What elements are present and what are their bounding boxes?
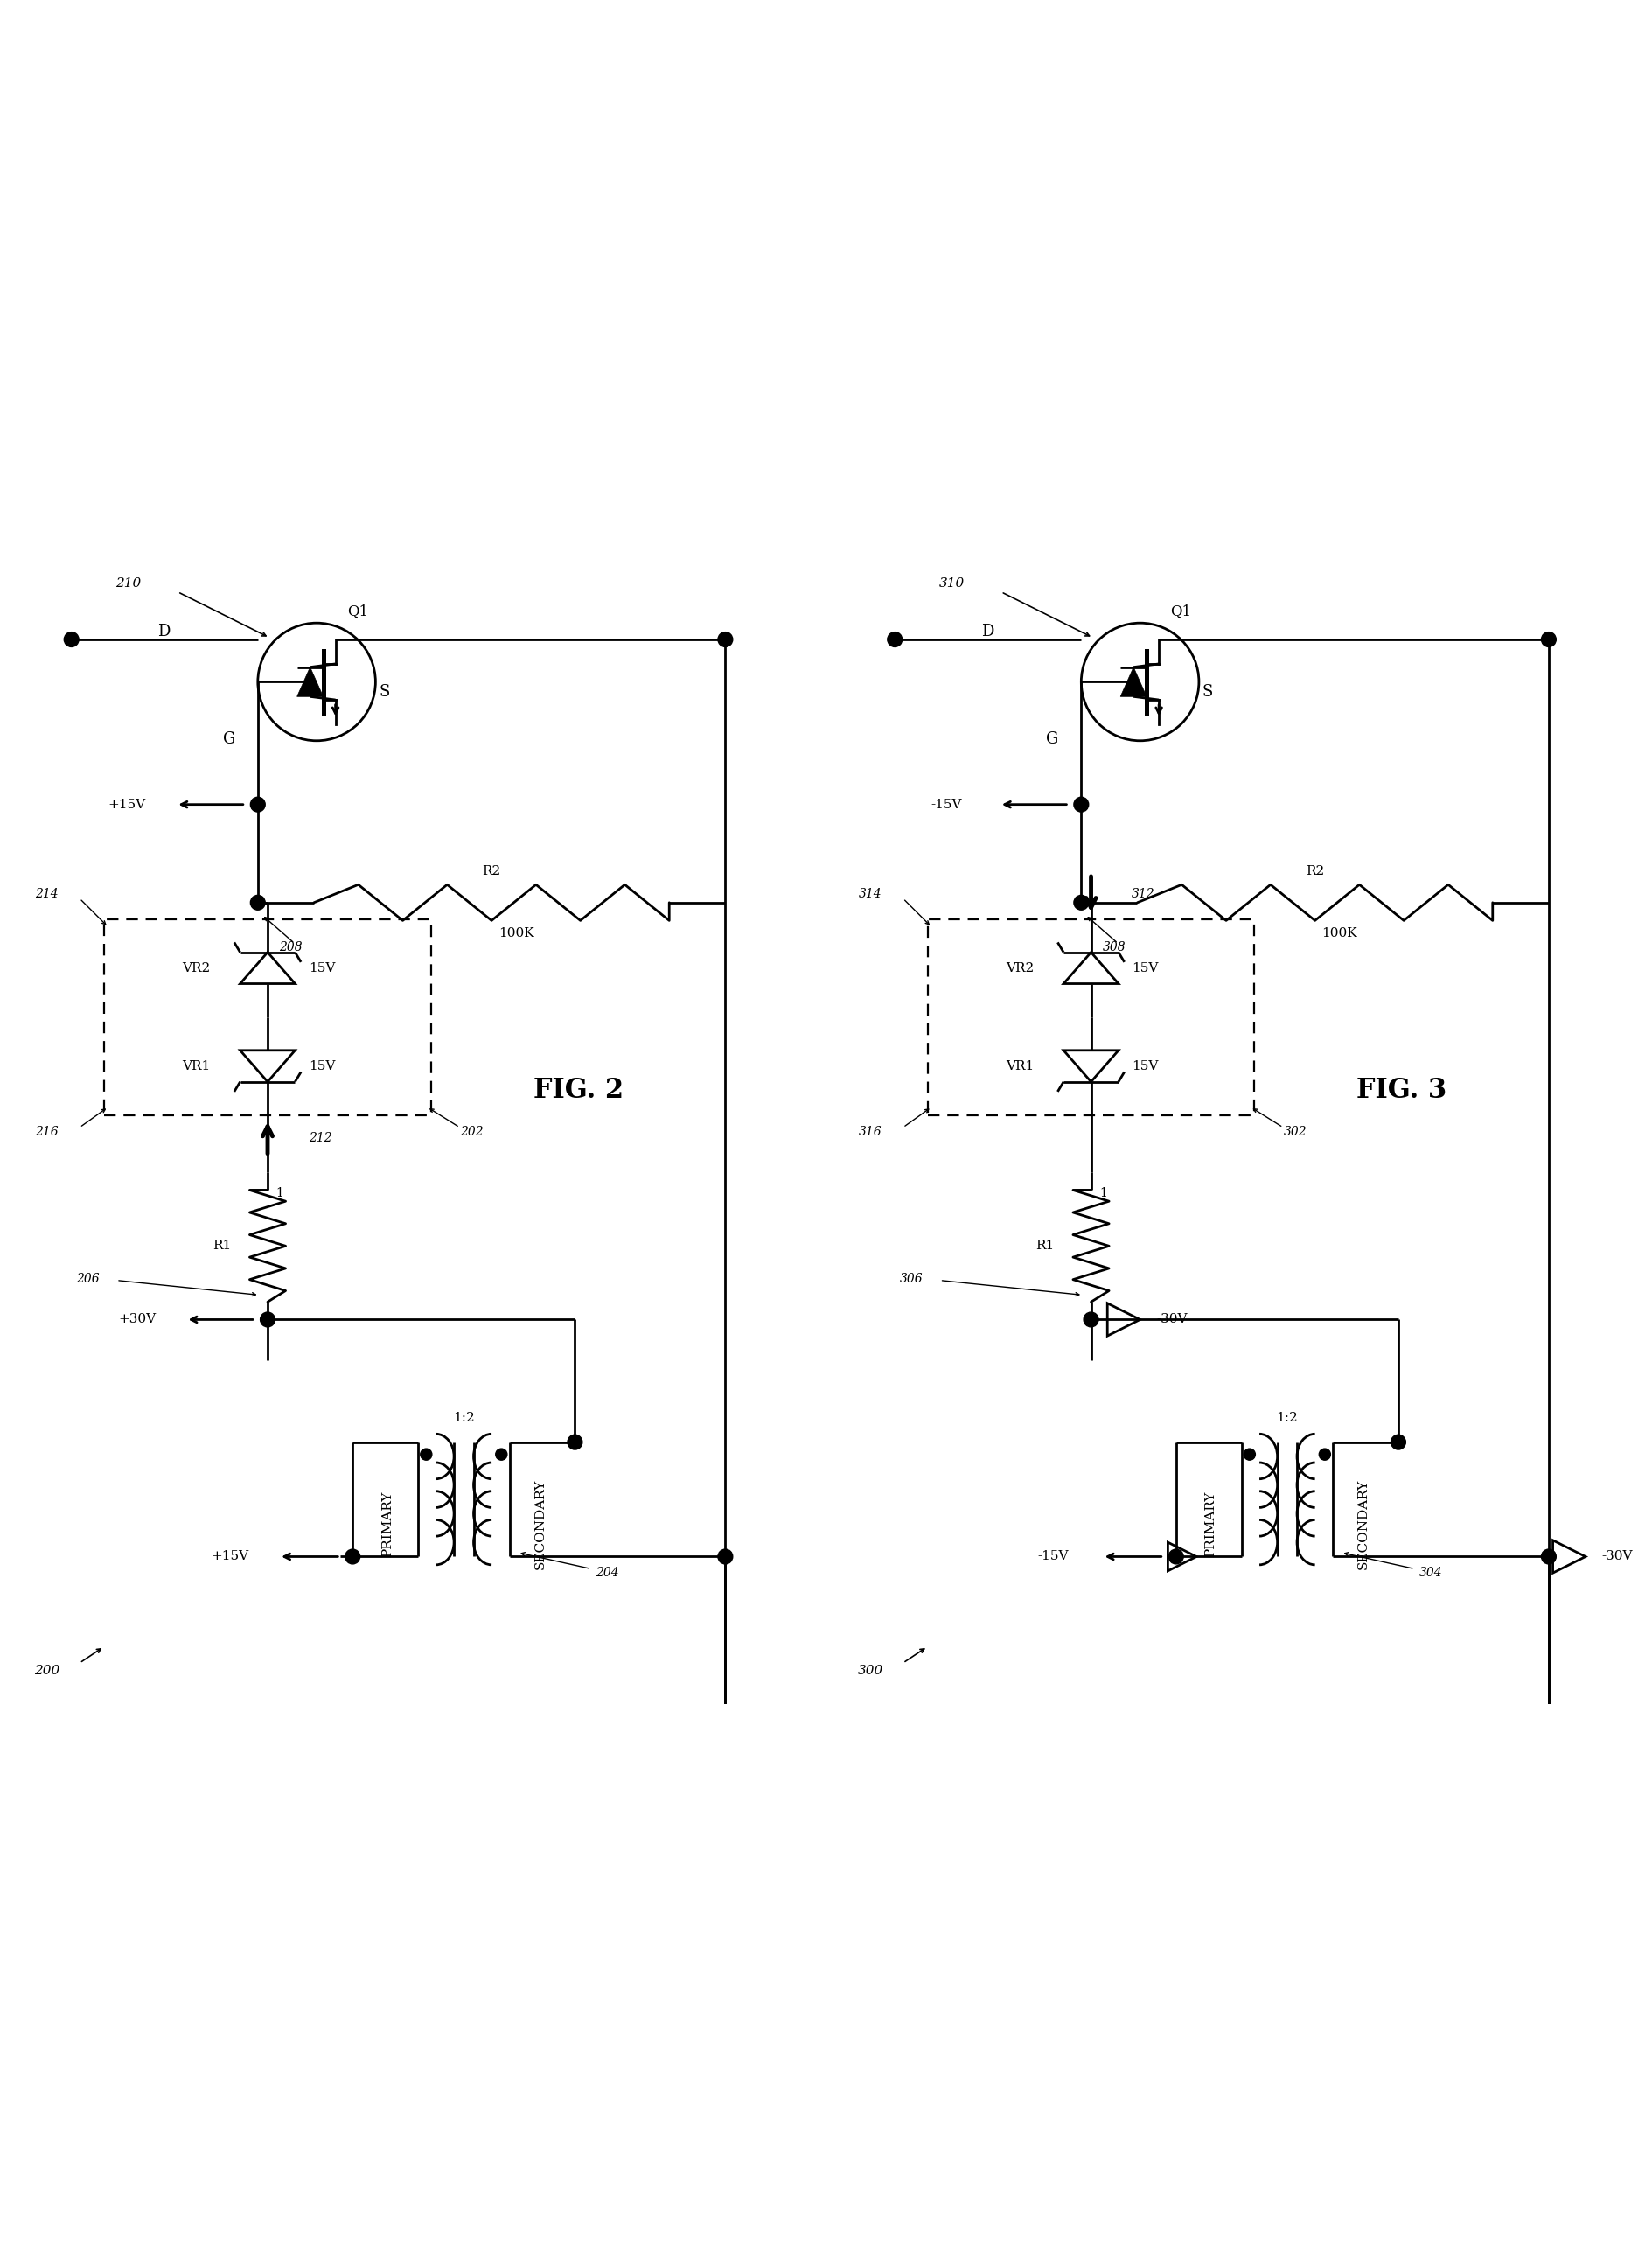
Circle shape	[1318, 1448, 1330, 1460]
Circle shape	[251, 797, 264, 812]
Circle shape	[420, 1448, 431, 1460]
Circle shape	[1391, 1435, 1404, 1451]
Circle shape	[567, 1435, 582, 1451]
Text: PRIMARY: PRIMARY	[1204, 1491, 1216, 1557]
Circle shape	[259, 1313, 274, 1326]
Text: PRIMARY: PRIMARY	[382, 1491, 393, 1557]
Text: D: D	[980, 622, 993, 638]
Text: 314: 314	[859, 889, 882, 901]
Text: SECONDARY: SECONDARY	[534, 1478, 547, 1568]
Circle shape	[717, 631, 732, 647]
Text: 208: 208	[279, 941, 302, 953]
Text: 300: 300	[857, 1666, 882, 1677]
Text: 304: 304	[1419, 1566, 1442, 1580]
Text: FIG. 3: FIG. 3	[1356, 1077, 1446, 1104]
Text: R2: R2	[482, 864, 501, 878]
Text: 210: 210	[116, 577, 142, 591]
Text: 312: 312	[1132, 889, 1155, 901]
Text: 1: 1	[276, 1186, 284, 1199]
Text: 206: 206	[76, 1272, 99, 1285]
Text: Q1: Q1	[1170, 604, 1191, 618]
Text: 306: 306	[899, 1272, 922, 1285]
Polygon shape	[1120, 668, 1146, 697]
Text: 214: 214	[35, 889, 58, 901]
Text: 1: 1	[1099, 1186, 1107, 1199]
Text: -15V: -15V	[930, 799, 961, 810]
Text: 202: 202	[459, 1125, 484, 1138]
Text: D: D	[157, 622, 170, 638]
Text: G: G	[223, 731, 235, 747]
Circle shape	[1074, 896, 1089, 910]
Circle shape	[717, 1550, 732, 1564]
Text: +15V: +15V	[211, 1550, 249, 1564]
Text: 310: 310	[938, 577, 965, 591]
Text: S: S	[1203, 683, 1213, 699]
Circle shape	[1244, 1448, 1254, 1460]
Text: S: S	[378, 683, 390, 699]
Text: SECONDARY: SECONDARY	[1356, 1478, 1370, 1568]
Text: 15V: 15V	[1132, 962, 1158, 973]
Text: 308: 308	[1102, 941, 1125, 953]
Text: -30V: -30V	[1156, 1313, 1186, 1326]
Text: VR1: VR1	[1004, 1059, 1032, 1073]
Text: R1: R1	[211, 1240, 231, 1251]
Text: 1:2: 1:2	[1275, 1412, 1297, 1423]
Text: +30V: +30V	[117, 1313, 155, 1326]
Circle shape	[251, 896, 264, 910]
Text: 100K: 100K	[497, 928, 534, 939]
Circle shape	[1541, 1550, 1555, 1564]
Text: 316: 316	[859, 1125, 882, 1138]
Text: 15V: 15V	[1132, 1059, 1158, 1073]
Circle shape	[887, 631, 902, 647]
Text: 204: 204	[596, 1566, 620, 1580]
Text: VR2: VR2	[1004, 962, 1032, 973]
Text: 15V: 15V	[309, 1059, 335, 1073]
Text: FIG. 2: FIG. 2	[534, 1077, 623, 1104]
Circle shape	[345, 1550, 360, 1564]
Text: 100K: 100K	[1322, 928, 1356, 939]
Text: 15V: 15V	[309, 962, 335, 973]
Text: 216: 216	[35, 1125, 58, 1138]
Text: R1: R1	[1036, 1240, 1054, 1251]
Circle shape	[64, 631, 79, 647]
Text: 212: 212	[309, 1132, 332, 1143]
Text: 302: 302	[1284, 1125, 1307, 1138]
Circle shape	[1084, 1313, 1099, 1326]
Text: +15V: +15V	[107, 799, 145, 810]
Text: G: G	[1046, 731, 1059, 747]
Circle shape	[1541, 631, 1555, 647]
Text: VR1: VR1	[182, 1059, 210, 1073]
Text: R2: R2	[1305, 864, 1323, 878]
Text: VR2: VR2	[182, 962, 210, 973]
Text: Q1: Q1	[347, 604, 368, 618]
Circle shape	[496, 1448, 507, 1460]
Circle shape	[1168, 1550, 1183, 1564]
Text: 200: 200	[35, 1666, 59, 1677]
Text: -15V: -15V	[1037, 1550, 1069, 1564]
Text: -30V: -30V	[1601, 1550, 1632, 1564]
Polygon shape	[297, 668, 324, 697]
Text: 1:2: 1:2	[453, 1412, 474, 1423]
Circle shape	[1074, 797, 1089, 812]
